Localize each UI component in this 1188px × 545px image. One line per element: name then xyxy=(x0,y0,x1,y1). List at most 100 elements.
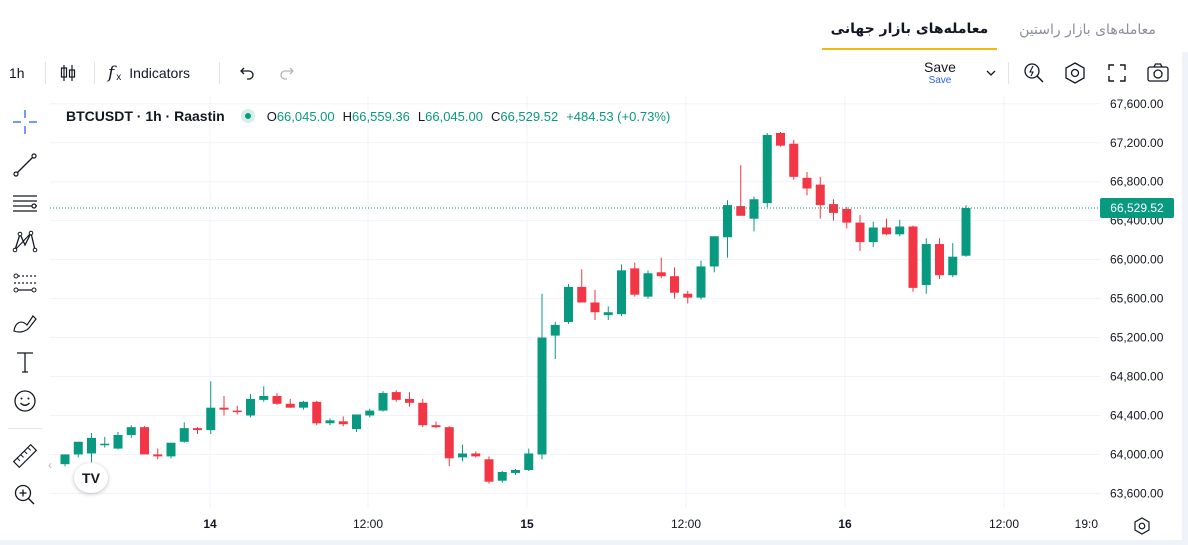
fullscreen-button[interactable] xyxy=(1106,52,1128,94)
redo-icon xyxy=(280,67,294,80)
candle xyxy=(749,196,759,232)
snapshot-button[interactable] xyxy=(1146,52,1170,94)
zoom-tool[interactable] xyxy=(8,478,42,512)
candle-body xyxy=(299,401,308,408)
bottom-scrollbar[interactable] xyxy=(0,540,1188,545)
text-tool[interactable] xyxy=(8,345,42,379)
candle xyxy=(776,132,785,147)
candle-body xyxy=(603,312,613,316)
brush-icon xyxy=(13,315,37,333)
candle-body xyxy=(113,434,123,449)
crosshair-icon xyxy=(13,110,37,134)
smiley-icon xyxy=(14,390,36,412)
save-label: Save xyxy=(924,59,956,75)
candle xyxy=(391,390,401,402)
collapse-toolbar-button[interactable]: ‹ xyxy=(48,458,52,472)
prediction-tool[interactable] xyxy=(8,266,42,300)
indicators-button[interactable]: f x Indicators xyxy=(108,52,190,94)
candle-body xyxy=(352,414,361,430)
ruler-icon xyxy=(12,443,38,469)
trend-line-tool[interactable] xyxy=(8,148,42,182)
candle-body xyxy=(219,407,229,410)
candle xyxy=(219,395,229,416)
save-button[interactable]: Save Save xyxy=(924,52,956,94)
candle xyxy=(193,427,202,434)
candle xyxy=(405,392,414,407)
tradingview-logo[interactable]: TV xyxy=(74,463,108,493)
candle-body xyxy=(696,266,706,298)
candle-body xyxy=(312,401,322,424)
brush-tool[interactable] xyxy=(8,306,42,340)
high-key: H xyxy=(342,108,353,124)
price-tick-label: 65,600.00 xyxy=(1110,292,1164,306)
save-menu-button[interactable] xyxy=(984,52,998,94)
candle xyxy=(921,238,931,294)
candle-body xyxy=(590,302,600,313)
tab-global-market[interactable]: معامله‌های بازار جهانی xyxy=(822,10,997,50)
candle-body xyxy=(935,244,944,276)
open-value: 66,045.00 xyxy=(276,108,335,124)
time-label: 12:00 xyxy=(671,517,701,531)
interval-button[interactable]: 1h xyxy=(9,65,25,81)
time-axis[interactable]: 14 12:00 15 12:00 16 12:00 19:0 xyxy=(50,508,1100,540)
grid xyxy=(50,96,1100,508)
time-label: 14 xyxy=(203,517,217,531)
candle-body xyxy=(484,459,494,482)
low-key: L xyxy=(417,108,426,124)
candle xyxy=(126,425,136,438)
candle xyxy=(948,243,958,278)
candle xyxy=(352,414,361,433)
time-label: 16 xyxy=(838,517,852,531)
price-axis[interactable]: 67,600.0067,200.0066,800.0066,400.0066,0… xyxy=(1100,96,1180,508)
crosshair-tool[interactable] xyxy=(8,105,42,139)
candle xyxy=(961,205,971,257)
candle-body xyxy=(418,402,428,426)
axis-settings-button[interactable] xyxy=(1130,514,1154,538)
toolbar-divider xyxy=(219,62,220,84)
candle-body xyxy=(444,427,454,459)
candle xyxy=(564,283,573,324)
quick-search-button[interactable] xyxy=(1022,52,1046,94)
candle xyxy=(590,289,600,321)
pattern-tool[interactable] xyxy=(8,224,42,258)
candle xyxy=(259,386,269,402)
right-scrollbar[interactable] xyxy=(1182,52,1188,542)
candle xyxy=(73,441,83,458)
candle xyxy=(232,405,242,415)
settings-button[interactable] xyxy=(1063,52,1087,94)
candle-body xyxy=(140,427,149,455)
price-tick-label: 66,000.00 xyxy=(1110,253,1164,267)
candlestick-chart[interactable] xyxy=(50,96,1100,508)
pattern-icon xyxy=(12,230,38,253)
emoji-tool[interactable] xyxy=(8,384,42,418)
tab-raastin-market[interactable]: معامله‌های بازار راستین xyxy=(1019,22,1156,38)
candle xyxy=(736,165,746,216)
market-status-icon[interactable] xyxy=(240,109,255,123)
candle xyxy=(603,306,613,321)
candle-body xyxy=(232,410,242,413)
fib-tool[interactable] xyxy=(8,186,42,220)
candle xyxy=(444,426,454,467)
candle xyxy=(802,171,812,196)
symbol-title[interactable]: BTCUSDT · 1h · Raastin xyxy=(66,108,225,124)
candle xyxy=(484,456,494,484)
tools-divider xyxy=(8,428,42,429)
price-tick-label: 64,400.00 xyxy=(1110,408,1164,422)
drawing-toolbar xyxy=(0,96,50,545)
last-price-label: 66,529.52 xyxy=(1110,201,1164,215)
redo-button[interactable] xyxy=(278,52,298,94)
chart-style-button[interactable] xyxy=(58,52,78,94)
candle-body xyxy=(842,208,852,223)
candle-body xyxy=(908,226,918,288)
candle xyxy=(630,262,640,297)
candle xyxy=(842,207,852,229)
measure-tool[interactable] xyxy=(8,439,42,473)
candle-body xyxy=(709,236,719,267)
undo-button[interactable] xyxy=(236,52,256,94)
candle-body xyxy=(391,392,401,400)
price-tick-label: 65,200.00 xyxy=(1110,331,1164,345)
candle-body xyxy=(179,428,189,442)
price-tick-label: 64,800.00 xyxy=(1110,370,1164,384)
toolbar-divider xyxy=(94,62,95,84)
